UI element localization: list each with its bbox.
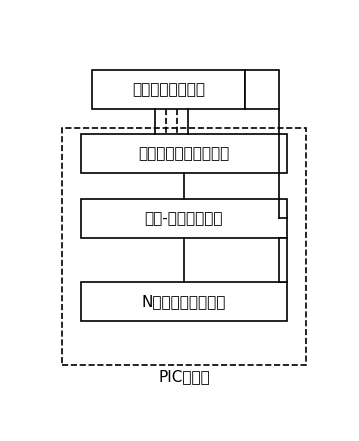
- Bar: [245, 70, 279, 109]
- Text: N周期时间检测模块: N周期时间检测模块: [142, 294, 226, 309]
- Bar: [81, 135, 287, 173]
- Bar: [92, 70, 245, 109]
- Text: 多路串联阻容选择模块: 多路串联阻容选择模块: [138, 146, 230, 161]
- Text: 阻容-周期转换模块: 阻容-周期转换模块: [145, 211, 223, 226]
- Bar: [279, 238, 287, 282]
- Bar: [62, 127, 307, 365]
- Bar: [81, 199, 287, 238]
- Text: PIC单片机: PIC单片机: [158, 369, 210, 384]
- Text: 多路串联阻容模块: 多路串联阻容模块: [132, 82, 205, 97]
- Bar: [81, 282, 287, 321]
